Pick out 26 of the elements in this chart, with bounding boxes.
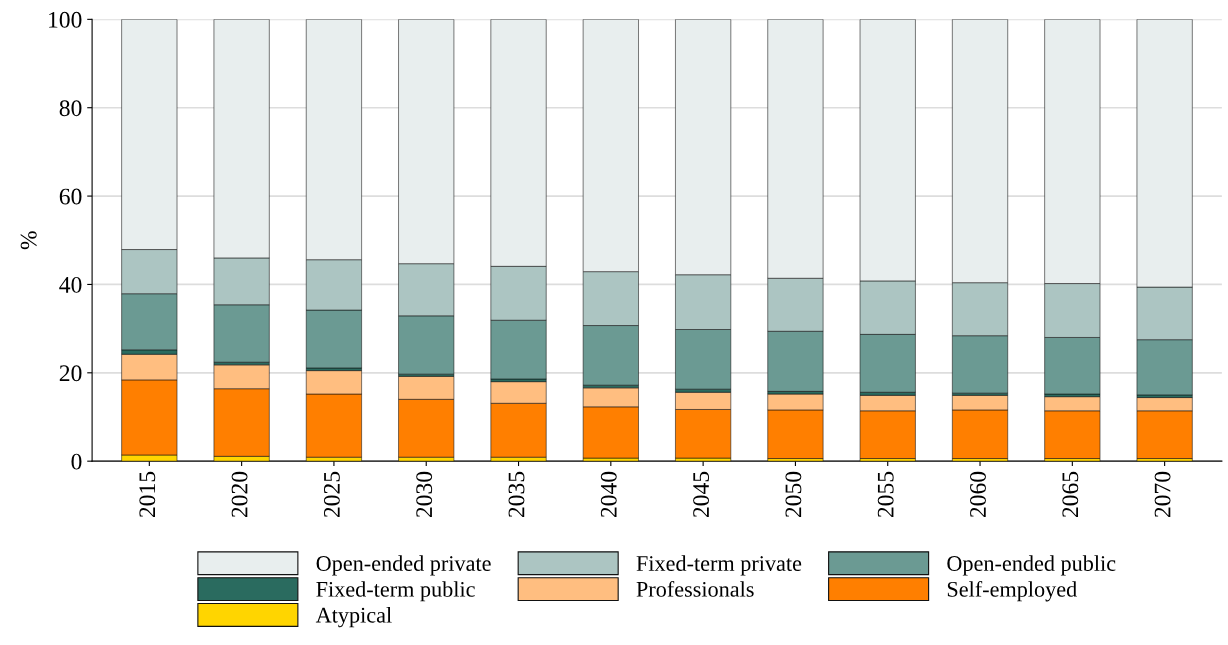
legend-label: Fixed-term public bbox=[316, 581, 475, 602]
legend-label: Open-ended private bbox=[316, 555, 491, 576]
y-tick-label: 20 bbox=[59, 365, 82, 382]
x-tick-label: 2015 bbox=[139, 471, 156, 518]
legend-label: Professionals bbox=[636, 580, 754, 597]
x-tick-label: 2070 bbox=[1154, 471, 1171, 518]
y-tick-label: 40 bbox=[59, 276, 82, 293]
x-tick-label: 2050 bbox=[785, 471, 802, 518]
y-axis-title: % bbox=[20, 231, 37, 250]
x-tick-label: 2035 bbox=[508, 471, 525, 518]
x-tick-label: 2040 bbox=[600, 471, 617, 518]
legend-label: Atypical bbox=[315, 607, 392, 628]
x-tick-label: 2060 bbox=[970, 471, 986, 518]
y-tick-label: 80 bbox=[59, 100, 82, 117]
legend-label: Fixed-term private bbox=[636, 555, 802, 576]
legend-label: Self-employed bbox=[947, 580, 1077, 602]
legend-label: Open-ended public bbox=[947, 555, 1116, 576]
y-tick-label: 100 bbox=[49, 11, 82, 28]
x-tick-label: 2030 bbox=[416, 471, 433, 518]
y-tick-label: 0 bbox=[71, 453, 82, 470]
x-tick-label: 2025 bbox=[323, 471, 340, 518]
x-tick-label: 2055 bbox=[877, 471, 894, 518]
x-tick-label: 2065 bbox=[1062, 471, 1079, 518]
x-tick-label: 2045 bbox=[693, 471, 710, 518]
x-tick-label: 2020 bbox=[231, 471, 248, 518]
y-tick-label: 60 bbox=[59, 188, 82, 205]
